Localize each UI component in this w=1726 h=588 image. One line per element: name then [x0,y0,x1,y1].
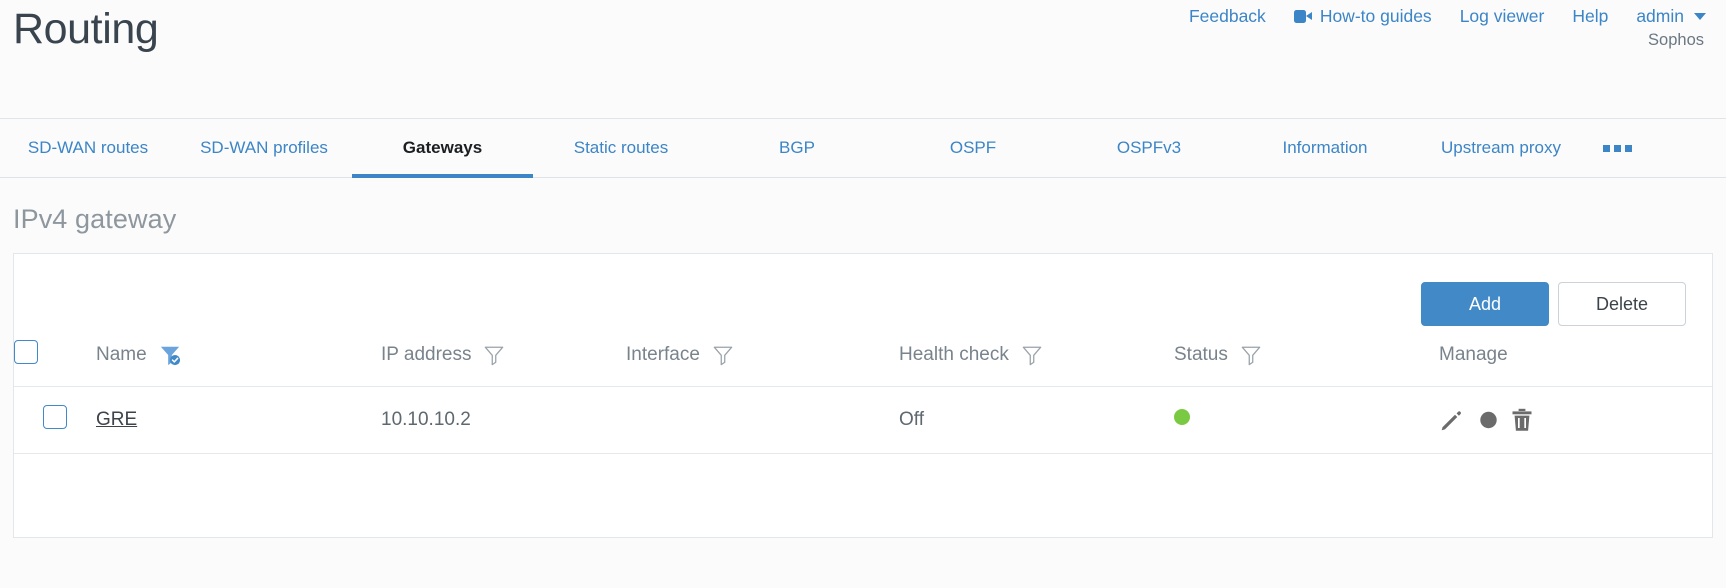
nav-log-viewer-label: Log viewer [1459,6,1545,26]
cell-manage [1439,386,1712,454]
select-all-checkbox[interactable] [14,340,38,364]
nav-help-label: Help [1572,6,1609,26]
tab-bar: SD-WAN routes SD-WAN profiles Gateways S… [0,118,1726,178]
table-row[interactable]: GRE 10.10.10.2 Off [14,386,1712,454]
delete-icon[interactable] [1511,408,1533,432]
tab-label: Upstream proxy [1441,138,1561,157]
delete-button[interactable]: Delete [1558,282,1686,326]
filter-icon-name-active[interactable] [159,344,181,366]
cell-status [1174,386,1439,454]
page-title: Routing [13,5,159,53]
filter-icon-ip-address[interactable] [483,344,505,366]
tenant-name: Sophos [1648,31,1704,49]
nav-user-label: admin [1636,6,1684,26]
gateways-table: Name IP address [14,340,1712,454]
column-select-all [14,340,96,387]
tab-label: OSPF [949,138,997,157]
top-navigation: Feedback How-to guides Log viewer Help a… [1189,6,1706,27]
column-ip-address-label: IP address [381,344,472,365]
cell-ip-address: 10.10.10.2 [381,386,626,454]
video-icon [1293,10,1312,23]
tab-bgp[interactable]: BGP [709,119,885,177]
column-name-label: Name [96,344,147,365]
section-title: IPv4 gateway [13,204,177,234]
tab-gateways[interactable]: Gateways [352,119,533,178]
tab-label: SD-WAN routes [27,138,149,157]
tab-label: SD-WAN profiles [200,138,328,157]
column-health-check: Health check [899,340,1174,387]
tab-label: Information [1282,138,1368,157]
page-header: Routing Feedback How-to guides Log viewe… [0,0,1726,118]
row-checkbox[interactable] [43,405,67,429]
column-health-check-label: Health check [899,344,1009,365]
column-status: Status [1174,340,1439,387]
gateway-name-link[interactable]: GRE [96,409,138,430]
row-select-cell [14,386,96,454]
ipv4-gateway-panel: Add Delete Name [13,253,1713,538]
nav-user-menu[interactable]: admin [1636,6,1706,27]
cell-name: GRE [96,386,381,454]
tab-label: Gateways [402,138,483,157]
filter-icon-health-check[interactable] [1021,344,1043,366]
ellipsis-icon [1603,144,1610,152]
table-header-row: Name IP address [14,340,1712,387]
nav-feedback-label: Feedback [1188,6,1266,26]
tab-overflow-menu-button[interactable] [1589,119,1646,177]
add-button[interactable]: Add [1421,282,1549,326]
tab-information[interactable]: Information [1237,119,1413,177]
tab-ospfv3[interactable]: OSPFv3 [1061,119,1237,177]
column-interface-label: Interface [626,344,700,365]
nav-how-to-guides-label: How-to guides [1319,6,1432,26]
column-name: Name [96,340,381,387]
status-indicator-up [1174,409,1190,425]
tab-label: BGP [779,138,815,157]
ellipsis-icon [1625,144,1632,152]
column-manage-label: Manage [1439,344,1508,365]
ellipsis-icon [1614,144,1621,152]
nav-log-viewer[interactable]: Log viewer [1460,6,1545,27]
clone-icon[interactable] [1474,409,1500,431]
tab-ospf[interactable]: OSPF [885,119,1061,177]
filter-icon-status[interactable] [1240,344,1262,366]
tab-static-routes[interactable]: Static routes [533,119,709,177]
nav-how-to-guides[interactable]: How-to guides [1293,6,1432,27]
cell-health-check: Off [899,386,1174,454]
tab-label: Static routes [573,138,669,157]
tab-sd-wan-routes[interactable]: SD-WAN routes [0,119,176,177]
nav-help[interactable]: Help [1572,6,1608,27]
table-header: Name IP address [14,340,1712,387]
filter-icon-interface[interactable] [712,344,734,366]
tab-upstream-proxy[interactable]: Upstream proxy [1413,119,1589,177]
table-toolbar: Add Delete [14,254,1712,326]
column-manage: Manage [1439,340,1712,387]
table-body: GRE 10.10.10.2 Off [14,386,1712,454]
column-status-label: Status [1174,344,1228,365]
chevron-down-icon [1694,13,1706,20]
tab-label: OSPFv3 [1116,138,1182,157]
nav-feedback[interactable]: Feedback [1189,6,1266,27]
edit-icon[interactable] [1439,408,1463,432]
cell-interface [626,386,899,454]
column-interface: Interface [626,340,899,387]
column-ip-address: IP address [381,340,626,387]
tab-sd-wan-profiles[interactable]: SD-WAN profiles [176,119,352,177]
